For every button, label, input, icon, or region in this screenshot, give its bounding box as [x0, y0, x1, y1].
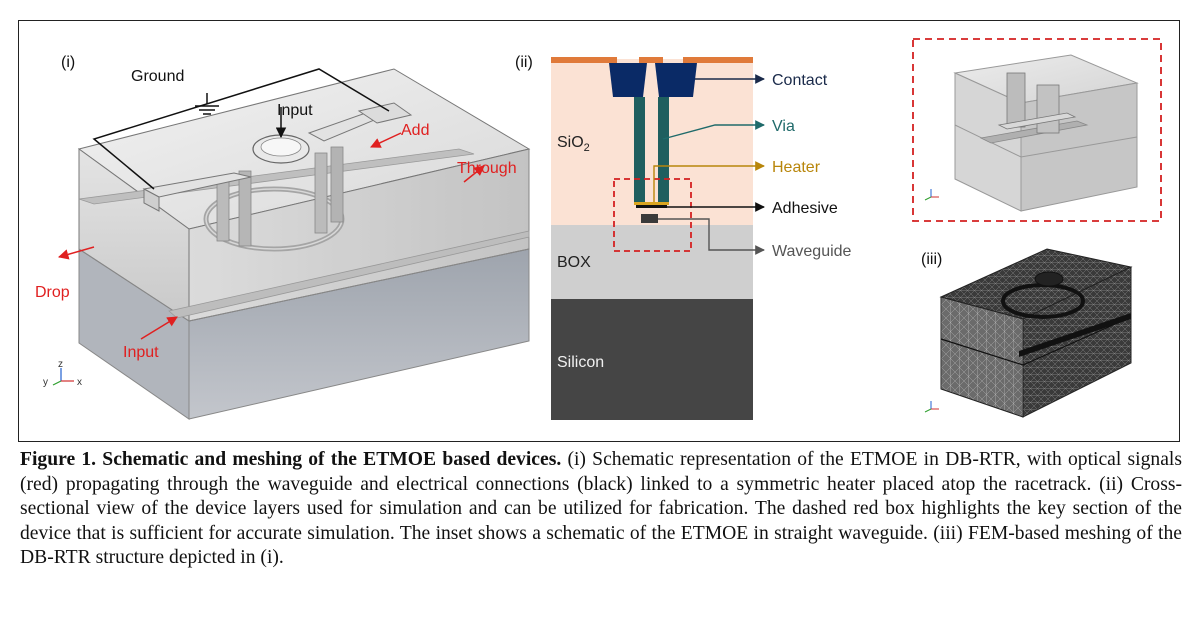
axis-x-label: x — [77, 377, 82, 388]
input-bottom-label: Input — [123, 344, 159, 361]
inset-straight-waveguide — [912, 38, 1162, 222]
contact-pad-left — [609, 63, 647, 97]
bus-waveguide-bottom — [168, 230, 530, 319]
silicon-label: Silicon — [557, 354, 604, 371]
panel-iii-mesh: (iii) — [921, 248, 1133, 418]
contact-label: Contact — [772, 72, 828, 89]
inset-dashed-box — [912, 38, 1162, 222]
heater-pad-right — [357, 102, 413, 124]
box-label: BOX — [557, 254, 591, 271]
via-callout — [662, 120, 765, 140]
mesh-side-face — [1022, 266, 1132, 418]
axis-z-label: z — [58, 359, 63, 370]
drop-arrow — [57, 246, 95, 260]
figure-frame: z y x (i) Ground Input Add Through Drop … — [18, 20, 1180, 442]
waveguide-block — [641, 214, 658, 223]
contact-strip-right — [683, 57, 753, 63]
axis-triad-iii — [924, 401, 939, 413]
input-arrow — [140, 316, 178, 340]
panel-i-label: (i) — [61, 54, 75, 71]
via-right-1 — [314, 152, 328, 234]
layer-boundary — [78, 248, 530, 322]
ground-label: Ground — [131, 68, 184, 85]
adhesive-strip — [636, 205, 667, 208]
panel-ii-label: (ii) — [515, 54, 533, 71]
figure-caption: Figure 1. Schematic and meshing of the E… — [20, 448, 1182, 571]
heater-callout — [653, 161, 765, 202]
through-arrow — [463, 165, 485, 183]
inset-via-right — [1036, 84, 1060, 134]
axis-triad-i — [52, 368, 74, 386]
axis-triad-inset — [924, 189, 939, 201]
contact-strip-left — [551, 57, 617, 63]
mesh-layer-line — [940, 316, 1132, 366]
axis-y-label: y — [43, 377, 48, 388]
sio2-sub: 2 — [584, 142, 590, 154]
panel-iii-label: (iii) — [921, 251, 942, 268]
sio2-label: SiO2 — [557, 134, 590, 154]
simulation-dashed-box — [613, 178, 692, 252]
inset-heater-bar — [997, 112, 1077, 130]
caption-text: (i) Schematic representation of the ETMO… — [20, 449, 1182, 568]
through-label: Through — [457, 160, 517, 177]
add-label: Add — [401, 122, 429, 139]
box-layer — [551, 225, 753, 299]
heater-strip — [634, 202, 669, 205]
drop-label: Drop — [35, 284, 70, 301]
via-left — [216, 180, 230, 242]
add-arrow — [370, 132, 402, 148]
via-right-2 — [330, 146, 344, 223]
contact-pad-right — [655, 63, 697, 97]
mesh-heater-disc — [1034, 271, 1064, 287]
adhesive-label: Adhesive — [772, 200, 838, 217]
caption-title: Figure 1. Schematic and meshing of the E… — [20, 449, 562, 470]
input-top-label: Input — [277, 102, 313, 119]
waveguide-callout — [658, 218, 765, 255]
mesh-bus-waveguide — [1019, 313, 1131, 357]
sio2-main: SiO — [557, 134, 584, 151]
contact-strip-mid — [639, 57, 663, 63]
heater-center-disc-inner — [260, 137, 302, 157]
via-left-bar — [634, 97, 645, 205]
panel-ii-cross-section: (ii) SiO2 BOX Silicon Contact Via Heater… — [515, 54, 852, 420]
inset-via-left — [1006, 72, 1026, 128]
heater-pad-left — [143, 188, 160, 212]
panel-i-schematic: z y x (i) Ground Input Add Through Drop … — [35, 54, 531, 420]
inset-layer-line — [954, 124, 1138, 158]
waveguide-label: Waveguide — [772, 243, 852, 260]
sio2-layer — [551, 59, 753, 225]
silicon-layer — [551, 299, 753, 420]
via-label: Via — [772, 118, 795, 135]
via-center — [238, 170, 252, 247]
via-right-bar — [658, 97, 669, 205]
heater-label: Heater — [772, 159, 821, 176]
